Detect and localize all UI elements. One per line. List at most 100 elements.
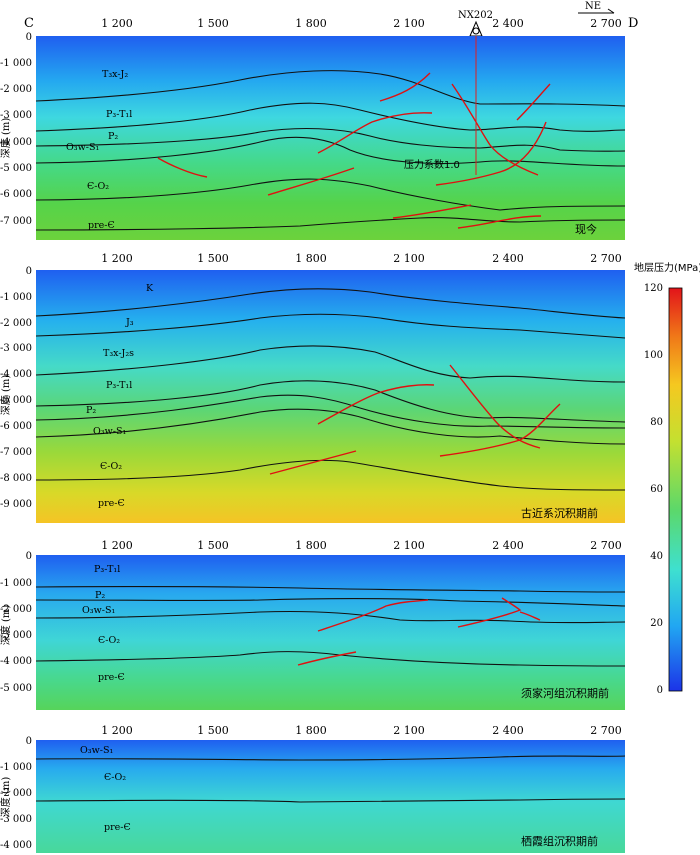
fault-lines: [297, 597, 541, 666]
y-tick: -1 000: [0, 58, 32, 69]
strata-labels: K J₃ T₃x-J₂s P₃-T₁l P₂ O₃w-S₁ Є-O₂ pre-Є: [86, 283, 154, 509]
x-tick: 2 100: [393, 252, 425, 265]
colorbar-tick: 60: [650, 484, 663, 495]
panel-stage-label: 古近系沉积期前: [521, 506, 598, 520]
y-tick: 0: [26, 266, 32, 277]
north-arrow: NE: [578, 1, 615, 14]
colorbar-scale: [668, 287, 683, 692]
y-tick: -3 000: [0, 630, 32, 641]
y-tick: -7 000: [0, 216, 32, 227]
x-tick: 1 800: [295, 252, 327, 265]
stratum-label: O₃w-S₁: [82, 605, 115, 616]
y-tick: -4 000: [0, 369, 32, 380]
x-tick: 2 100: [393, 17, 425, 30]
stratum-label: P₂: [95, 590, 105, 601]
panel-present-x-ticks: 1 200 1 500 1 800 2 100 2 400 2 700: [101, 17, 622, 30]
y-tick: -4 000: [0, 656, 32, 667]
stratum-label: Є-O₂: [100, 461, 122, 472]
depth-axis-label: 深度 (m): [0, 777, 12, 818]
colorbar-tick: 40: [650, 551, 663, 562]
y-tick: 0: [26, 736, 32, 747]
x-tick: 2 100: [393, 539, 425, 552]
x-tick: 2 700: [590, 539, 622, 552]
stratum-label: Є-O₂: [98, 635, 120, 646]
panel-pre-xujiahe-field: [36, 555, 625, 710]
panel-stage-label: 现今: [575, 222, 597, 236]
stratum-label: P₃-T₁l: [94, 564, 120, 575]
x-tick: 1 500: [197, 17, 229, 30]
panel-pre-xujiahe-y-ticks: 0 -1 000 -2 000 -3 000 -4 000 -5 000: [0, 551, 32, 694]
y-tick: -7 000: [0, 447, 32, 458]
panel-pre-qixia-x-ticks: 1 200 1 500 1 800 2 100 2 400 2 700: [101, 724, 622, 737]
stratum-label: pre-Є: [88, 220, 115, 231]
y-tick: -2 000: [0, 318, 32, 329]
y-tick: -1 000: [0, 762, 32, 773]
x-tick: 1 500: [197, 724, 229, 737]
stratum-label: P₃-T₁l: [106, 109, 132, 120]
stratum-label: O₃w-S₁: [66, 142, 99, 153]
x-tick: 1 200: [101, 724, 133, 737]
well-symbol-icon: [469, 20, 483, 37]
stratum-label: P₃-T₁l: [106, 380, 132, 391]
stratum-label: pre-Є: [98, 672, 125, 683]
x-tick: 1 200: [101, 252, 133, 265]
panel-pre-xujiahe: 1 200 1 500 1 800 2 100 2 400 2 700 0 -1…: [0, 539, 626, 710]
y-tick: -5 000: [0, 395, 32, 406]
y-tick: -2 000: [0, 84, 32, 95]
y-tick: -5 000: [0, 163, 32, 174]
strata-labels: T₃x-J₂ P₃-T₁l P₂ O₃w-S₁ Є-O₂ pre-Є: [66, 69, 132, 231]
y-tick: -5 000: [0, 683, 32, 694]
colorbar-tick: 0: [657, 685, 663, 696]
stratum-label: Є-O₂: [87, 181, 109, 192]
x-tick: 2 700: [590, 17, 622, 30]
panel-present: 1 200 1 500 1 800 2 100 2 400 2 700 0 -1…: [0, 17, 626, 240]
colorbar-title: 地层压力(MPa): [634, 261, 700, 274]
section-start-label: C: [24, 16, 34, 31]
stratum-label: pre-Є: [104, 822, 131, 833]
panel-pre-paleogene-field: [36, 270, 625, 523]
fault-lines: [157, 72, 551, 229]
y-tick: -6 000: [0, 189, 32, 200]
stratum-label: K: [146, 283, 154, 294]
section-end-label: D: [628, 16, 638, 31]
x-tick: 2 400: [492, 17, 524, 30]
panel-present-y-ticks: 0 -1 000 -2 000 -3 000 -4 000 -5 000 -6 …: [0, 32, 32, 227]
stratum-label: P₂: [108, 131, 118, 142]
y-tick: -6 000: [0, 421, 32, 432]
y-tick: -3 000: [0, 814, 32, 825]
stratum-label: P₂: [86, 405, 96, 416]
stratum-label: Є-O₂: [104, 772, 126, 783]
stratum-label: pre-Є: [98, 498, 125, 509]
y-tick: -9 000: [0, 499, 32, 510]
y-tick: -4 000: [0, 840, 32, 851]
y-tick: 0: [26, 32, 32, 43]
x-tick: 2 400: [492, 252, 524, 265]
x-tick: 2 400: [492, 724, 524, 737]
y-tick: -1 000: [0, 578, 32, 589]
fault-lines: [269, 364, 561, 475]
x-tick: 1 800: [295, 17, 327, 30]
x-tick: 1 200: [101, 17, 133, 30]
panel-pre-paleogene: 1 200 1 500 1 800 2 100 2 400 2 700 0 -1…: [0, 252, 626, 523]
panel-stage-label: 栖霞组沉积期前: [521, 834, 598, 848]
panel-present-field: [36, 36, 625, 240]
north-arrow-label: NE: [585, 1, 601, 12]
y-tick: -8 000: [0, 473, 32, 484]
y-tick: -2 000: [0, 788, 32, 799]
depth-axis-label: 深度 (m): [0, 118, 12, 159]
stratum-label: T₃x-J₂: [102, 69, 128, 80]
x-tick: 2 700: [590, 252, 622, 265]
panel-pre-xujiahe-x-ticks: 1 200 1 500 1 800 2 100 2 400 2 700: [101, 539, 622, 552]
pressure-colorbar: 地层压力(MPa) 0 20 40 60 80 100 120: [634, 261, 700, 696]
y-tick: -3 000: [0, 110, 32, 121]
x-tick: 1 500: [197, 252, 229, 265]
x-tick: 1 500: [197, 539, 229, 552]
panel-pre-qixia: 1 200 1 500 1 800 2 100 2 400 2 700 0 -1…: [0, 724, 626, 853]
colorbar-tick: 120: [644, 283, 663, 294]
x-tick: 2 100: [393, 724, 425, 737]
panel-stage-label: 须家河组沉积期前: [521, 686, 609, 700]
stratum-label: O₃w-S₁: [93, 426, 126, 437]
x-tick: 1 200: [101, 539, 133, 552]
